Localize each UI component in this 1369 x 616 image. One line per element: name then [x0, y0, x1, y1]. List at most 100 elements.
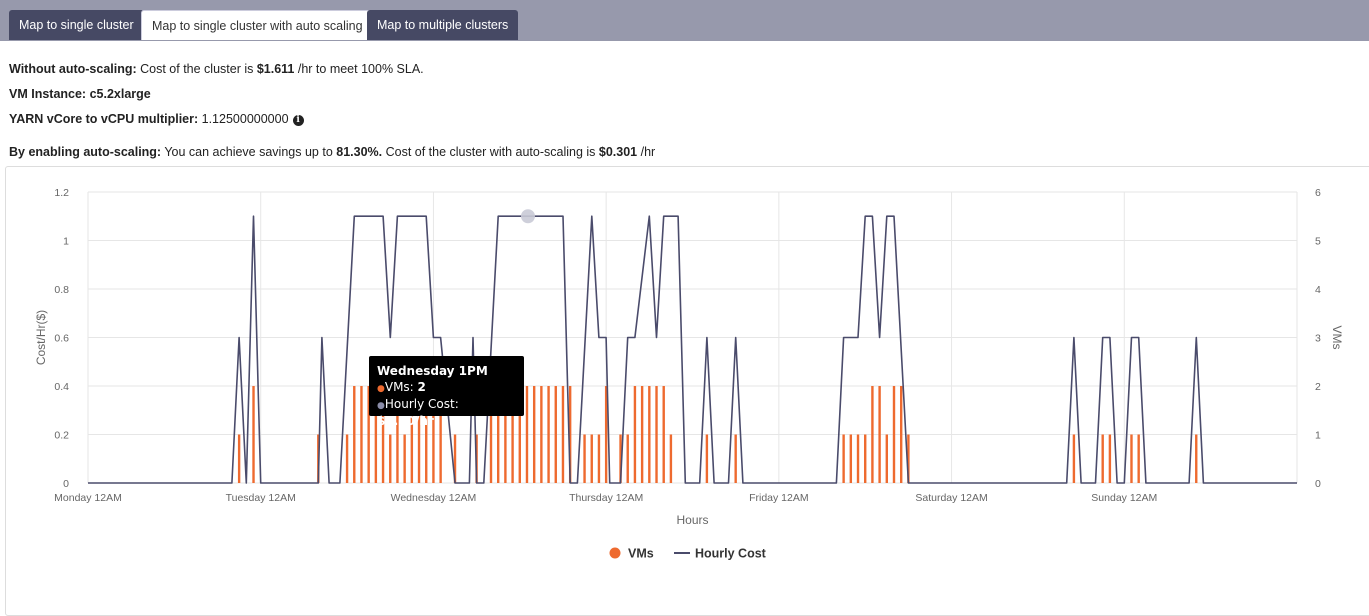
- vm-bar: [590, 434, 593, 483]
- savings-cost: $0.301: [598, 145, 638, 159]
- vm-bar: [655, 386, 658, 483]
- vm-bar: [871, 386, 874, 483]
- y-left-tick-label: 0.6: [54, 333, 69, 345]
- legend-vms-marker: [609, 547, 621, 559]
- vm-bar: [885, 434, 889, 483]
- x-tick-label: Monday 12AM: [54, 492, 122, 504]
- without-autoscaling-tail: /hr to meet 100% SLA.: [294, 62, 424, 76]
- vm-bar: [597, 434, 601, 483]
- x-axis-title: Hours: [676, 513, 708, 527]
- tab-single-cluster[interactable]: Map to single cluster: [9, 10, 144, 40]
- x-tick-label: Wednesday 12AM: [391, 492, 477, 504]
- vm-bar: [669, 434, 673, 483]
- legend-cost-label: Hourly Cost: [695, 547, 767, 561]
- y-right-tick-label: 5: [1315, 236, 1321, 248]
- vm-bar: [604, 386, 608, 483]
- vm-bar: [907, 434, 910, 483]
- vm-bar: [389, 434, 392, 483]
- vm-bar: [734, 434, 737, 483]
- savings-mid: Cost of the cluster with auto-scaling is: [382, 145, 599, 159]
- vm-bar: [1108, 434, 1112, 483]
- vm-bar: [1130, 434, 1133, 483]
- vm-bar: [583, 434, 586, 483]
- chart-tooltip: Wednesday 1PM ●VMs: 2 ●Hourly Cost: $1.1…: [369, 356, 524, 428]
- tooltip-cost-label: Hourly Cost:: [384, 397, 459, 411]
- vm-bar: [518, 386, 521, 483]
- savings-tail: /hr: [637, 145, 656, 159]
- y-right-tick-label: 6: [1315, 187, 1321, 199]
- tooltip-cost-dot-icon: ●: [377, 401, 385, 411]
- tooltip-cost-value: $1.10/hr: [377, 414, 434, 428]
- tab-multiple-clusters[interactable]: Map to multiple clusters: [367, 10, 519, 40]
- vm-bar: [626, 434, 629, 483]
- vm-bar: [252, 386, 255, 483]
- vm-instance-label: VM Instance: c5.2xlarge: [9, 87, 151, 101]
- vm-bar: [403, 434, 406, 483]
- vm-bar: [892, 386, 896, 483]
- vm-bar: [561, 386, 565, 483]
- y-right-tick-label: 3: [1315, 333, 1321, 345]
- y-left-tick-label: 0.8: [54, 284, 69, 296]
- y-right-axis-title: VMs: [1330, 326, 1344, 350]
- vm-bar: [417, 386, 421, 483]
- vm-bar: [525, 386, 529, 483]
- tab-bar: Map to single cluster Map to single clus…: [0, 0, 1369, 41]
- hover-marker: [520, 209, 535, 224]
- vm-instance-line: VM Instance: c5.2xlarge: [9, 87, 151, 101]
- y-right-tick-label: 2: [1315, 381, 1321, 393]
- without-autoscaling-text: Cost of the cluster is: [136, 62, 257, 76]
- hourly-cost-line: [88, 215, 1297, 484]
- vm-bar: [547, 386, 550, 483]
- x-tick-label: Friday 12AM: [749, 492, 809, 504]
- x-tick-label: Saturday 12AM: [915, 492, 987, 504]
- savings-percent: 81.30%.: [336, 145, 383, 159]
- vm-bar: [1137, 434, 1140, 483]
- savings-line: By enabling auto-scaling: You can achiev…: [9, 145, 655, 159]
- x-tick-label: Tuesday 12AM: [226, 492, 296, 504]
- vm-bar: [705, 434, 709, 483]
- yarn-multiplier-label: YARN vCore to vCPU multiplier:: [9, 112, 199, 126]
- vm-bar: [554, 386, 557, 483]
- vm-bar: [381, 386, 385, 483]
- vm-bar: [360, 386, 363, 483]
- vm-bar: [396, 386, 399, 483]
- tooltip-vms-value: 2: [417, 380, 426, 394]
- vm-bar: [849, 434, 853, 483]
- vm-bar: [489, 386, 493, 483]
- tooltip-vms-row: ●VMs: 2: [377, 380, 516, 397]
- vm-bar: [899, 386, 903, 483]
- tooltip-cost-row: ●Hourly Cost: $1.10/hr: [377, 397, 516, 429]
- tooltip-vms-dot-icon: ●: [377, 384, 385, 394]
- vm-bar: [496, 386, 500, 483]
- y-left-tick-label: 1: [63, 236, 69, 248]
- vm-bar: [345, 434, 349, 483]
- vm-bar: [619, 434, 622, 483]
- savings-text: You can achieve savings up to: [161, 145, 337, 159]
- vm-bar: [640, 386, 644, 483]
- yarn-multiplier-value: 1.12500000000: [198, 112, 289, 126]
- vm-bar: [648, 386, 651, 483]
- vm-bar: [633, 386, 637, 483]
- vm-bar: [453, 434, 457, 483]
- vm-bar: [540, 386, 543, 483]
- vm-bar: [1072, 434, 1076, 483]
- y-right-tick-label: 4: [1315, 284, 1321, 296]
- vm-bar: [864, 434, 867, 483]
- info-icon[interactable]: i: [292, 115, 304, 126]
- vm-bar: [878, 386, 881, 483]
- vm-bar: [367, 386, 370, 483]
- x-tick-label: Sunday 12AM: [1091, 492, 1157, 504]
- vm-bar: [353, 386, 356, 483]
- legend-vms-label: VMs: [628, 547, 654, 561]
- without-autoscaling-line: Without auto-scaling: Cost of the cluste…: [9, 62, 424, 76]
- vm-bar: [504, 386, 507, 483]
- y-left-axis-title: Cost/Hr($): [34, 310, 48, 365]
- y-left-tick-label: 0.4: [54, 381, 69, 393]
- vm-bar: [237, 434, 241, 483]
- vm-bar: [439, 386, 442, 483]
- tooltip-vms-label: VMs:: [384, 380, 418, 394]
- yarn-multiplier-line: YARN vCore to vCPU multiplier: 1.1250000…: [9, 112, 304, 126]
- vm-bar: [842, 434, 845, 483]
- vm-bar: [374, 386, 378, 483]
